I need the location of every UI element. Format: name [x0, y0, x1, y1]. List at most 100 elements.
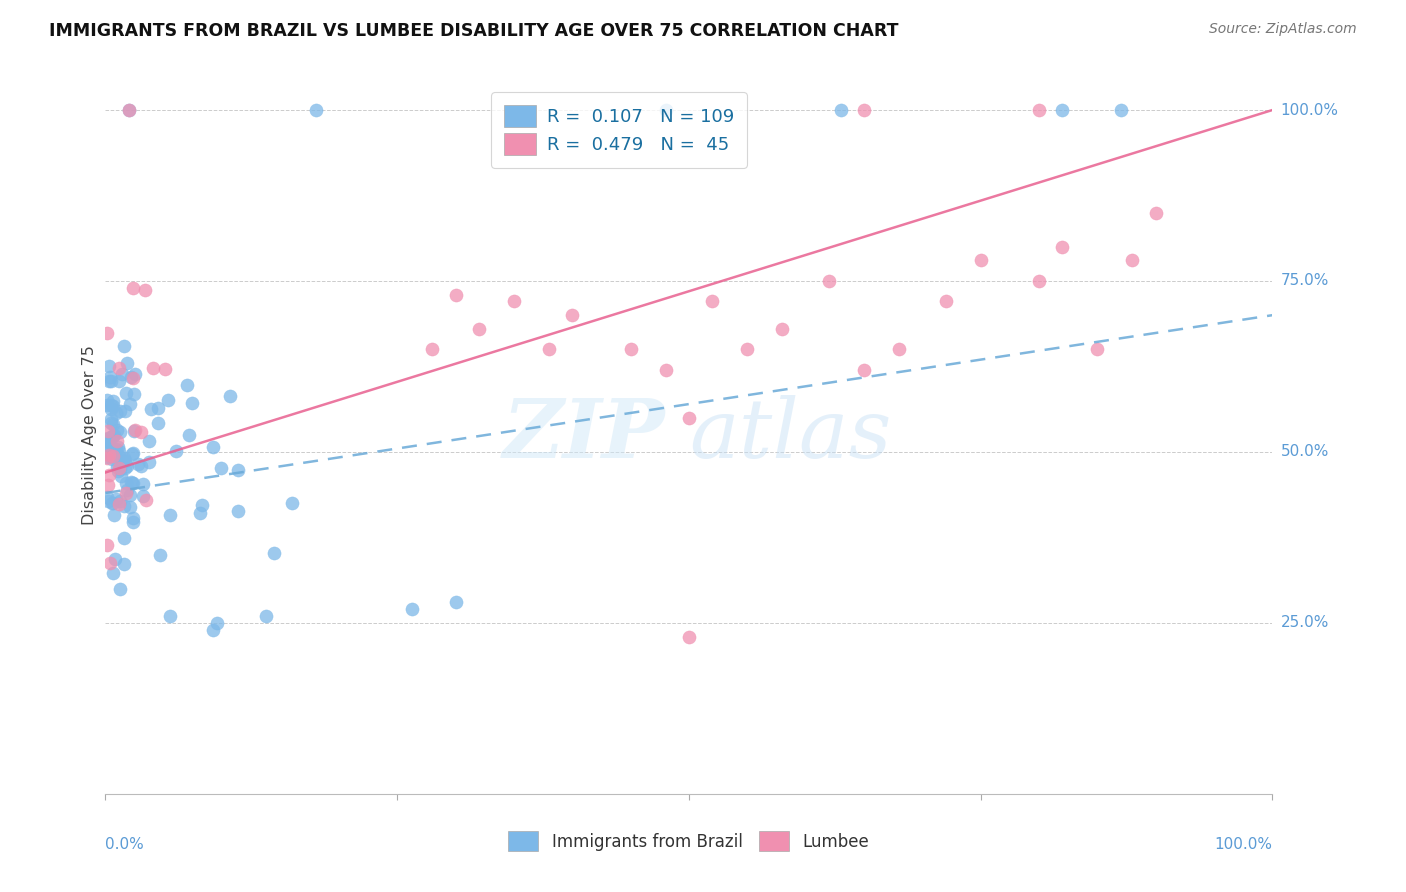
Point — [134, 283, 156, 297]
Point — [852, 103, 875, 117]
Point — [97, 435, 120, 450]
Point — [98, 439, 121, 453]
Point — [148, 401, 170, 416]
Point — [737, 343, 759, 357]
Point — [96, 432, 118, 446]
Point — [165, 444, 187, 458]
Point — [107, 360, 129, 375]
Point — [104, 492, 127, 507]
Point — [131, 477, 153, 491]
Text: Source: ZipAtlas.com: Source: ZipAtlas.com — [1209, 22, 1357, 37]
Point — [120, 475, 142, 490]
Point — [100, 417, 122, 431]
Point — [108, 374, 131, 388]
Point — [226, 463, 249, 477]
Point — [115, 486, 138, 500]
Point — [537, 343, 560, 357]
Point — [201, 440, 224, 454]
Point — [146, 416, 169, 430]
Point — [96, 326, 118, 341]
Point — [111, 454, 134, 468]
Point — [122, 446, 145, 460]
Point — [181, 396, 204, 410]
Point — [190, 506, 212, 520]
Point — [654, 363, 676, 377]
Point — [149, 548, 172, 562]
Point — [100, 449, 122, 463]
Point — [115, 386, 138, 401]
Point — [201, 623, 224, 637]
Point — [98, 448, 121, 462]
Point — [561, 308, 583, 322]
Text: 0.0%: 0.0% — [105, 837, 145, 852]
Point — [205, 615, 228, 630]
Point — [96, 490, 118, 504]
Point — [103, 449, 125, 463]
Point — [129, 458, 152, 473]
Point — [1028, 103, 1050, 117]
Point — [935, 294, 957, 309]
Point — [97, 438, 120, 452]
Point — [304, 103, 326, 117]
Point — [122, 515, 145, 529]
Point — [124, 367, 146, 381]
Point — [830, 103, 852, 117]
Point — [156, 392, 179, 407]
Point — [620, 343, 643, 357]
Point — [219, 389, 242, 403]
Point — [103, 399, 125, 413]
Point — [98, 359, 121, 373]
Point — [107, 465, 129, 479]
Point — [108, 462, 131, 476]
Point — [98, 467, 121, 482]
Point — [101, 452, 124, 467]
Point — [444, 287, 467, 301]
Point — [191, 499, 214, 513]
Point — [1052, 103, 1074, 117]
Point — [114, 404, 136, 418]
Point — [127, 458, 149, 472]
Point — [112, 339, 135, 353]
Point — [97, 431, 120, 445]
Point — [138, 434, 160, 448]
Legend: Immigrants from Brazil, Lumbee: Immigrants from Brazil, Lumbee — [502, 825, 876, 857]
Text: atlas: atlas — [689, 395, 891, 475]
Point — [115, 483, 138, 498]
Point — [122, 511, 145, 525]
Point — [108, 443, 131, 458]
Point — [120, 488, 142, 502]
Point — [96, 434, 118, 448]
Point — [105, 406, 128, 420]
Point — [770, 322, 793, 336]
Point — [132, 489, 155, 503]
Point — [112, 557, 135, 571]
Point — [1109, 103, 1132, 117]
Point — [105, 460, 128, 475]
Point — [818, 274, 841, 288]
Point — [108, 461, 131, 475]
Point — [153, 361, 176, 376]
Point — [96, 393, 118, 408]
Point — [159, 609, 181, 624]
Point — [114, 461, 136, 475]
Text: 25.0%: 25.0% — [1281, 615, 1329, 631]
Point — [702, 294, 724, 309]
Point — [135, 492, 157, 507]
Point — [420, 343, 443, 357]
Point — [121, 476, 143, 491]
Point — [142, 361, 165, 376]
Point — [1052, 240, 1074, 254]
Point — [141, 401, 163, 416]
Point — [118, 397, 141, 411]
Point — [852, 363, 875, 377]
Point — [96, 450, 118, 465]
Point — [100, 401, 122, 416]
Point — [101, 566, 124, 580]
Point — [104, 551, 127, 566]
Point — [114, 451, 136, 466]
Point — [401, 602, 423, 616]
Text: 100.0%: 100.0% — [1215, 837, 1272, 852]
Point — [111, 367, 134, 381]
Point — [103, 428, 125, 442]
Point — [115, 476, 138, 491]
